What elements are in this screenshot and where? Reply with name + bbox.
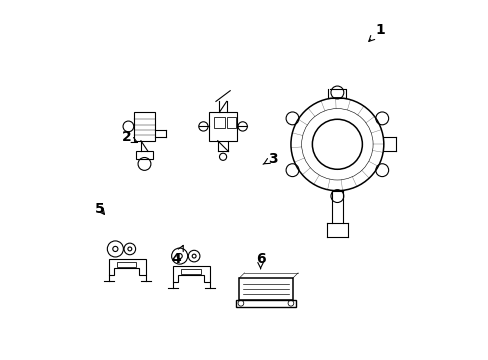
Text: 5: 5 bbox=[95, 202, 104, 216]
Text: 4: 4 bbox=[171, 246, 183, 266]
Text: 6: 6 bbox=[255, 252, 265, 269]
Text: 3: 3 bbox=[263, 152, 277, 166]
Text: 1: 1 bbox=[368, 23, 385, 41]
Text: 2: 2 bbox=[122, 130, 137, 144]
